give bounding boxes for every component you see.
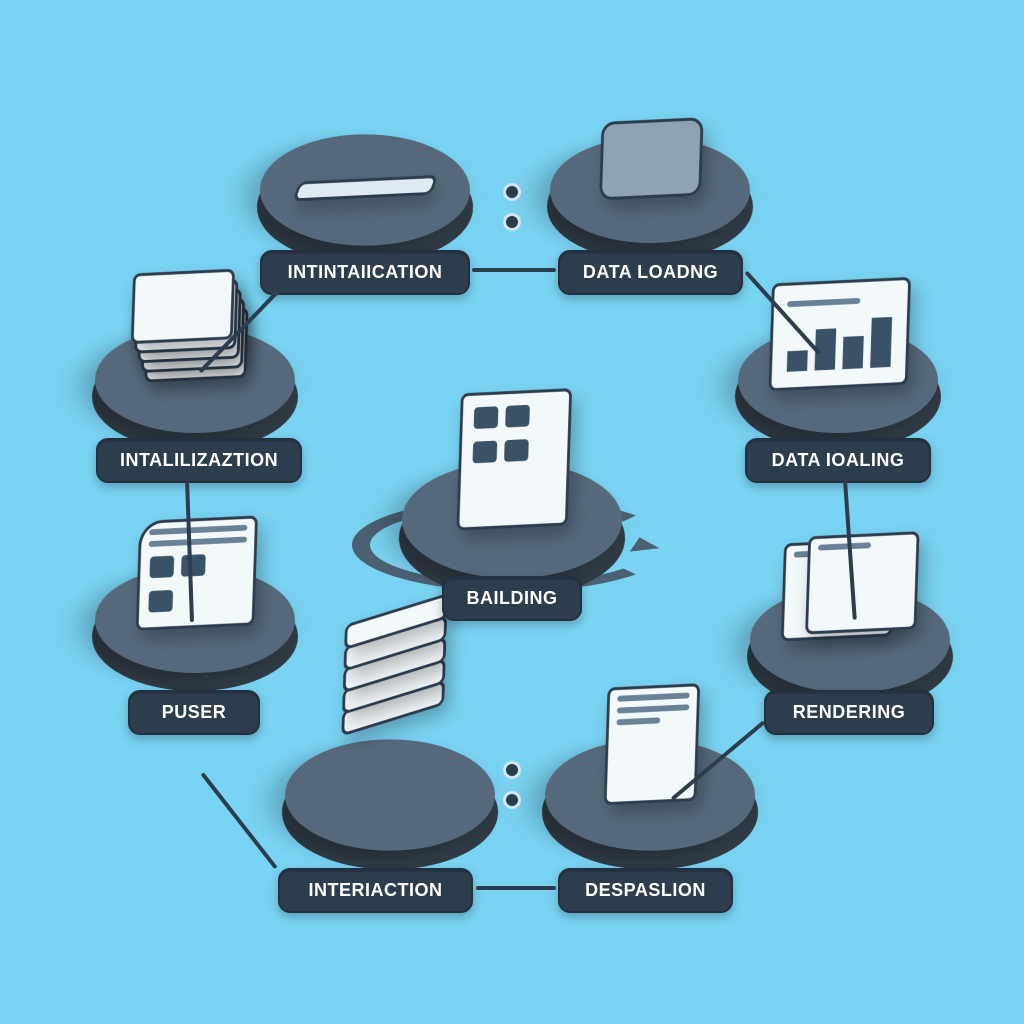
label-right: DATA IOALING bbox=[745, 438, 931, 483]
connector-bottom-left-left-lower bbox=[201, 772, 278, 869]
server-stack-icon bbox=[339, 693, 444, 806]
label-bottom-right: DESPASLION bbox=[558, 868, 733, 913]
label-center: BAILDING bbox=[442, 576, 582, 621]
paper-stack-icon bbox=[144, 307, 249, 390]
diagram-canvas: INTINTAIICATION DATA LOADNG INTALILIZAZTIO… bbox=[0, 0, 1024, 1024]
label-top-left: INTINTAIICATION bbox=[260, 250, 470, 295]
browser-bars-icon bbox=[769, 277, 912, 391]
center-card-icon bbox=[456, 388, 572, 530]
connector-dot-3 bbox=[503, 791, 521, 809]
connector-dot-2 bbox=[503, 761, 521, 779]
label-top-right: DATA LOADNG bbox=[558, 250, 743, 295]
connector-bottom-right-bottom-left bbox=[476, 886, 556, 890]
label-bottom-left: INTERIACTION bbox=[278, 868, 473, 913]
connector-dot-0 bbox=[503, 183, 521, 201]
label-left: INTALILIZAZTION bbox=[96, 438, 302, 483]
form-chips-icon bbox=[136, 515, 258, 630]
machine-icon bbox=[599, 117, 704, 200]
label-left-lower: PUSER bbox=[128, 690, 260, 735]
label-right-lower: RENDERING bbox=[764, 690, 934, 735]
connector-top-left-top-right bbox=[472, 268, 556, 272]
connector-dot-1 bbox=[503, 213, 521, 231]
